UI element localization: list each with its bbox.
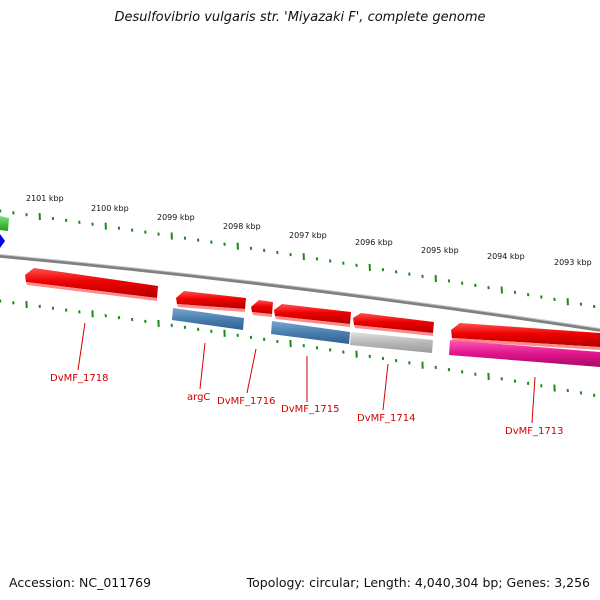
kbp-label: 2099 kbp [157,213,195,222]
outer-tick-ring [0,209,596,309]
kbp-label: 2098 kbp [223,222,261,231]
kbp-label: 2093 kbp [554,258,592,267]
gene-label-dvmf-1713: DvMF_1713 [505,426,563,437]
topology-text: Topology: circular; Length: 4,040,304 bp… [246,575,590,590]
leader-line-dvmf-1714 [382,363,389,411]
kbp-label: 2094 kbp [487,252,525,261]
cog-bar-argc [172,308,244,330]
genome-backbone [0,254,600,332]
gene-dvmf-1713[interactable] [451,323,600,350]
leader-line-dvmf-1713 [531,376,536,424]
gene-label-argc: argC [187,392,210,403]
gene-argc[interactable] [176,291,246,312]
gene-label-dvmf-1714: DvMF_1714 [357,413,415,424]
map-title: Desulfovibrio vulgaris str. 'Miyazaki F'… [114,10,486,25]
gene-label-dvmf-1715: DvMF_1715 [281,404,339,415]
kbp-label: 2095 kbp [421,246,459,255]
cog-bar-dvmf-1714 [350,332,433,353]
partial-gene-blue [0,234,5,248]
kbp-label: 2101 kbp [26,194,64,203]
gene-label-dvmf-1716: DvMF_1716 [217,396,275,407]
gene-label-dvmf-1718: DvMF_1718 [50,373,108,384]
partial-gene-green [0,216,9,231]
cog-bar-dvmf-1715 [271,321,350,344]
accession-text: Accession: NC_011769 [9,575,152,590]
inner-tick-ring [0,299,596,397]
kbp-label: 2096 kbp [355,238,393,247]
gene-dvmf-1716[interactable] [251,300,273,317]
leader-line-dvmf-1716 [246,348,257,394]
leader-line-argc [199,342,206,390]
gene-dvmf-1715[interactable] [274,304,351,327]
gene-dvmf-1714[interactable] [353,313,434,336]
kbp-label: 2100 kbp [91,204,129,213]
genome-backbone-highlight [0,254,600,329]
cog-bar-dvmf-1713 [449,340,600,367]
kbp-label: 2097 kbp [289,231,327,240]
gene-dvmf-1718[interactable] [25,268,158,301]
leader-line-dvmf-1718 [77,322,86,371]
